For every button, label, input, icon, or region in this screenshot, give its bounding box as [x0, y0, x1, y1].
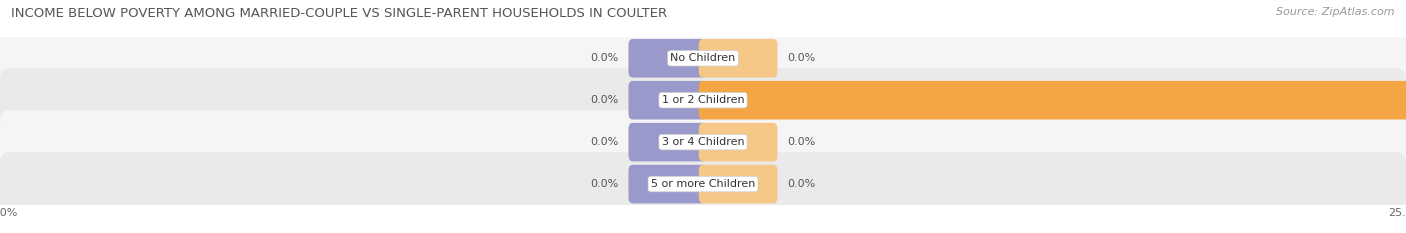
Text: 0.0%: 0.0%	[591, 179, 619, 189]
Text: Source: ZipAtlas.com: Source: ZipAtlas.com	[1277, 7, 1395, 17]
Text: 5 or more Children: 5 or more Children	[651, 179, 755, 189]
Text: 0.0%: 0.0%	[591, 137, 619, 147]
FancyBboxPatch shape	[0, 152, 1406, 216]
Text: 0.0%: 0.0%	[591, 53, 619, 63]
FancyBboxPatch shape	[0, 26, 1406, 90]
Text: 0.0%: 0.0%	[787, 53, 815, 63]
Text: 1 or 2 Children: 1 or 2 Children	[662, 95, 744, 105]
Text: No Children: No Children	[671, 53, 735, 63]
FancyBboxPatch shape	[628, 39, 707, 78]
Text: 0.0%: 0.0%	[591, 95, 619, 105]
Text: 3 or 4 Children: 3 or 4 Children	[662, 137, 744, 147]
FancyBboxPatch shape	[628, 123, 707, 161]
Text: INCOME BELOW POVERTY AMONG MARRIED-COUPLE VS SINGLE-PARENT HOUSEHOLDS IN COULTER: INCOME BELOW POVERTY AMONG MARRIED-COUPL…	[11, 7, 668, 20]
FancyBboxPatch shape	[699, 39, 778, 78]
FancyBboxPatch shape	[628, 81, 707, 120]
FancyBboxPatch shape	[699, 123, 778, 161]
Text: 0.0%: 0.0%	[787, 137, 815, 147]
FancyBboxPatch shape	[0, 110, 1406, 174]
FancyBboxPatch shape	[628, 165, 707, 203]
FancyBboxPatch shape	[0, 68, 1406, 132]
FancyBboxPatch shape	[699, 165, 778, 203]
Text: 0.0%: 0.0%	[787, 179, 815, 189]
FancyBboxPatch shape	[699, 81, 1406, 120]
